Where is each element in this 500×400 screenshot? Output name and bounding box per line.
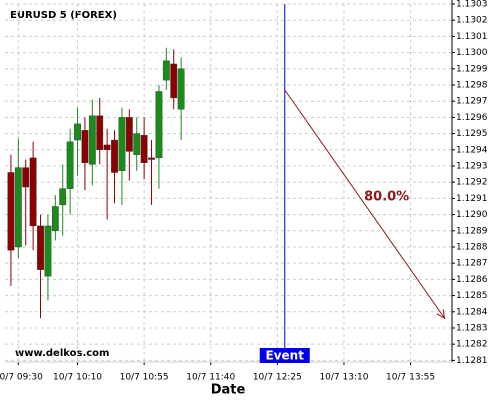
y-tick-label: 1.1287 [456,259,488,269]
y-tick-label: 1.1283 [456,323,488,333]
y-tick-label: 1.1295 [456,129,488,139]
y-tick-label: 1.1301 [456,32,488,42]
y-tick-label: 1.1282 [456,340,488,350]
x-tick-label: 10/7 11:40 [186,373,235,383]
y-tick-label: 1.1291 [456,194,488,204]
candle-body [14,167,22,248]
arrow-head [436,309,446,320]
y-tick-label: 1.1286 [456,275,488,285]
x-tick-label: 10/7 13:55 [386,373,435,383]
candle-body [148,157,155,160]
y-tick-label: 1.1285 [456,291,488,301]
x-axis-label: Date [211,383,246,398]
y-tick-label: 1.1303 [456,0,488,10]
candle-body [111,139,118,173]
y-tick-label: 1.1302 [456,16,488,26]
candle-body [51,206,59,231]
y-tick-label: 1.1281 [456,356,488,366]
x-tick-label: 10/7 10:10 [53,373,102,383]
chart-title: EURUSD 5 (FOREX) [10,10,117,21]
candle-body [162,60,170,81]
y-tick-label: 1.1284 [456,307,488,317]
y-tick-label: 1.1288 [456,242,488,252]
x-tick-label: 10/7 13:10 [319,373,368,383]
y-tick-label: 1.1297 [456,97,488,107]
candle-body [74,123,81,141]
candle-body [66,141,74,189]
candle-body [177,68,185,110]
y-tick-label: 1.1299 [456,64,488,74]
candle-body [103,144,111,150]
candle-body [170,63,178,99]
candle-body [59,188,67,206]
candle-body [96,115,104,150]
y-tick-label: 1.1292 [456,178,488,188]
x-tick-label: 10/7 12:25 [253,373,302,383]
x-tick-label: 10/7 10:55 [120,373,169,383]
candle-body [37,225,44,270]
y-tick-label: 1.1289 [456,226,488,236]
event-label: Event [266,349,305,363]
forecast-arrow [284,89,446,319]
candle-body [140,135,148,163]
candle-body [7,172,15,251]
candle-body [88,115,96,165]
y-tick-label: 1.1293 [456,161,488,171]
candle-body [118,117,126,172]
forecast-label: 80.0% [364,190,409,205]
y-tick-label: 1.1294 [456,145,488,155]
candle-body [22,167,30,188]
watermark: www.delkos.com [15,348,109,359]
y-tick-label: 1.1298 [456,80,488,90]
candle-body [133,133,141,155]
candle-body [155,91,163,159]
candle-body [81,130,89,163]
y-tick-label: 1.1290 [456,210,488,220]
candle-body [44,225,52,277]
candle-body [29,157,37,227]
event-label-bg [259,348,310,363]
y-tick-label: 1.1300 [456,48,488,58]
x-tick-label: 10/7 09:30 [0,373,43,383]
candle-body [125,117,133,152]
y-tick-label: 1.1296 [456,113,488,123]
